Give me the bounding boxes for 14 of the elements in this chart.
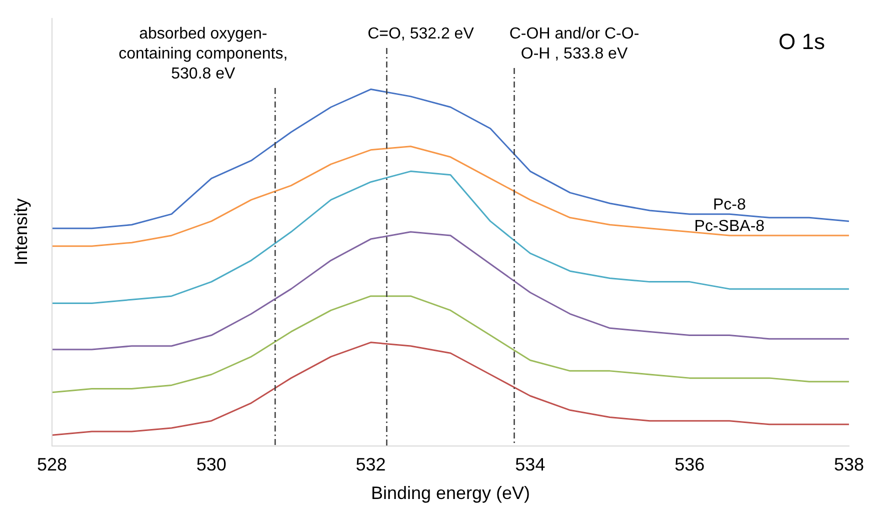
x-tick-label: 530 [196, 454, 226, 475]
x-tick-label: 534 [515, 454, 546, 475]
ref-line-label: C-OH and/or C-O- O-H , 533.8 eV [509, 25, 640, 62]
x-axis-title: Binding energy (eV) [370, 483, 530, 504]
x-tick-label: 538 [834, 454, 864, 475]
text: O 1s [778, 29, 825, 54]
y-axis-title: Intensity [10, 198, 31, 266]
x-tick-label: 532 [356, 454, 386, 475]
x-tick-label: 528 [36, 454, 68, 475]
x-tick-label: 536 [674, 454, 705, 475]
ref-line-label: C=O, 532.2 eV [368, 25, 474, 42]
series-label: Pc-SBA-8 [694, 218, 765, 235]
series-label: Pc-8 [712, 196, 746, 214]
ref-line-label: absorbed oxygen- containing components, 530.8 eV [118, 25, 288, 82]
